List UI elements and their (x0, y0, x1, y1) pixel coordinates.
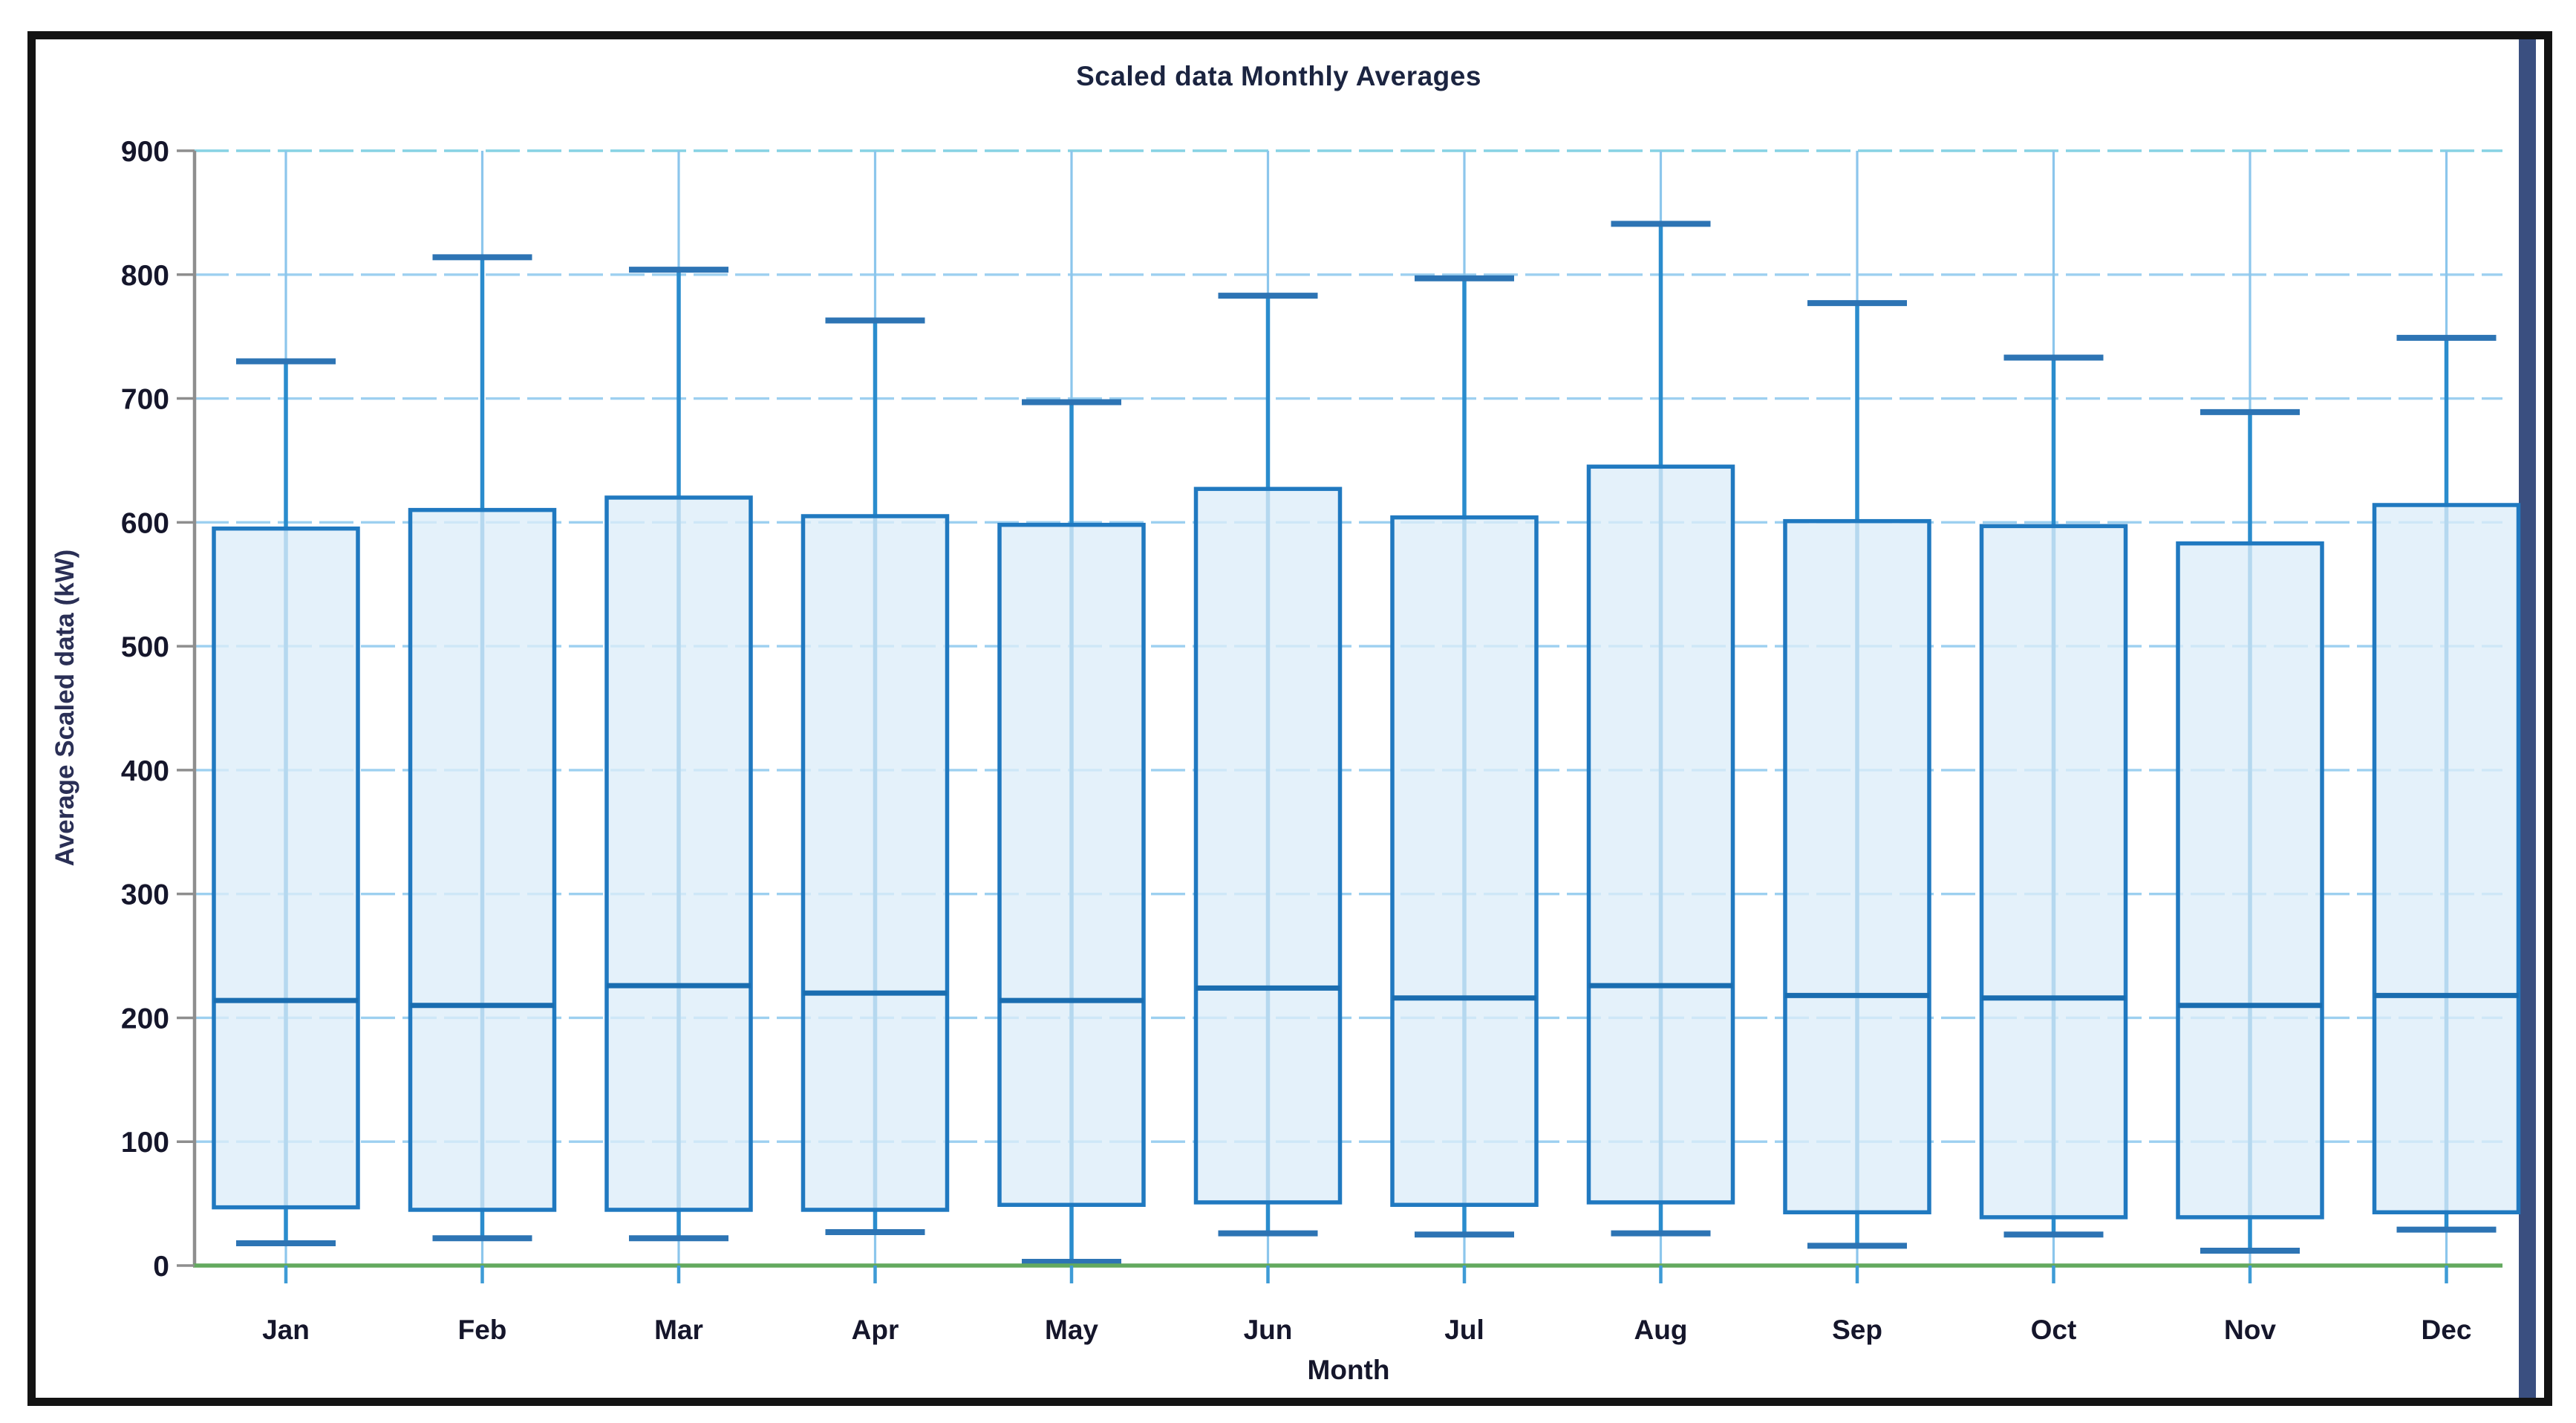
y-tick-label-200: 200 (121, 1003, 169, 1035)
month-label-Nov: Nov (2224, 1315, 2276, 1345)
y-tick-label-0: 0 (153, 1251, 169, 1283)
box-May (997, 522, 1146, 1208)
y-tick-label-600: 600 (121, 507, 169, 539)
y-tick-label-300: 300 (121, 879, 169, 911)
month-label-Dec: Dec (2422, 1315, 2472, 1345)
chart-title: Scaled data Monthly Averages (1076, 61, 1481, 91)
month-label-Oct: Oct (2031, 1315, 2077, 1345)
box-Jan (212, 526, 360, 1210)
y-tick-label-400: 400 (121, 755, 169, 787)
box-Jul (1390, 515, 1539, 1208)
month-label-Mar: Mar (654, 1315, 703, 1345)
box-Aug (1586, 464, 1735, 1205)
window-edge-strip (2519, 39, 2536, 1398)
y-tick-label-100: 100 (121, 1127, 169, 1159)
box-Mar (604, 495, 753, 1212)
y-tick-label-500: 500 (121, 631, 169, 663)
box-Jun (1193, 486, 1343, 1205)
month-label-Aug: Aug (1634, 1315, 1688, 1345)
box-Apr (800, 514, 950, 1212)
y-tick-label-800: 800 (121, 260, 169, 292)
box-Oct (1979, 524, 2128, 1220)
month-label-Feb: Feb (458, 1315, 507, 1345)
month-label-Jun: Jun (1244, 1315, 1293, 1345)
y-tick-label-900: 900 (121, 136, 169, 168)
month-label-Jan: Jan (262, 1315, 310, 1345)
month-label-Apr: Apr (852, 1315, 899, 1345)
month-label-Jul: Jul (1444, 1315, 1484, 1345)
box-Dec (2372, 503, 2521, 1215)
y-tick-label-700: 700 (121, 384, 169, 416)
box-Sep (1783, 518, 1931, 1215)
box-Feb (408, 507, 557, 1212)
x-axis-label: Month (1307, 1355, 1390, 1385)
month-label-May: May (1045, 1315, 1098, 1345)
month-label-Sep: Sep (1832, 1315, 1882, 1345)
box-Nov (2176, 541, 2324, 1220)
